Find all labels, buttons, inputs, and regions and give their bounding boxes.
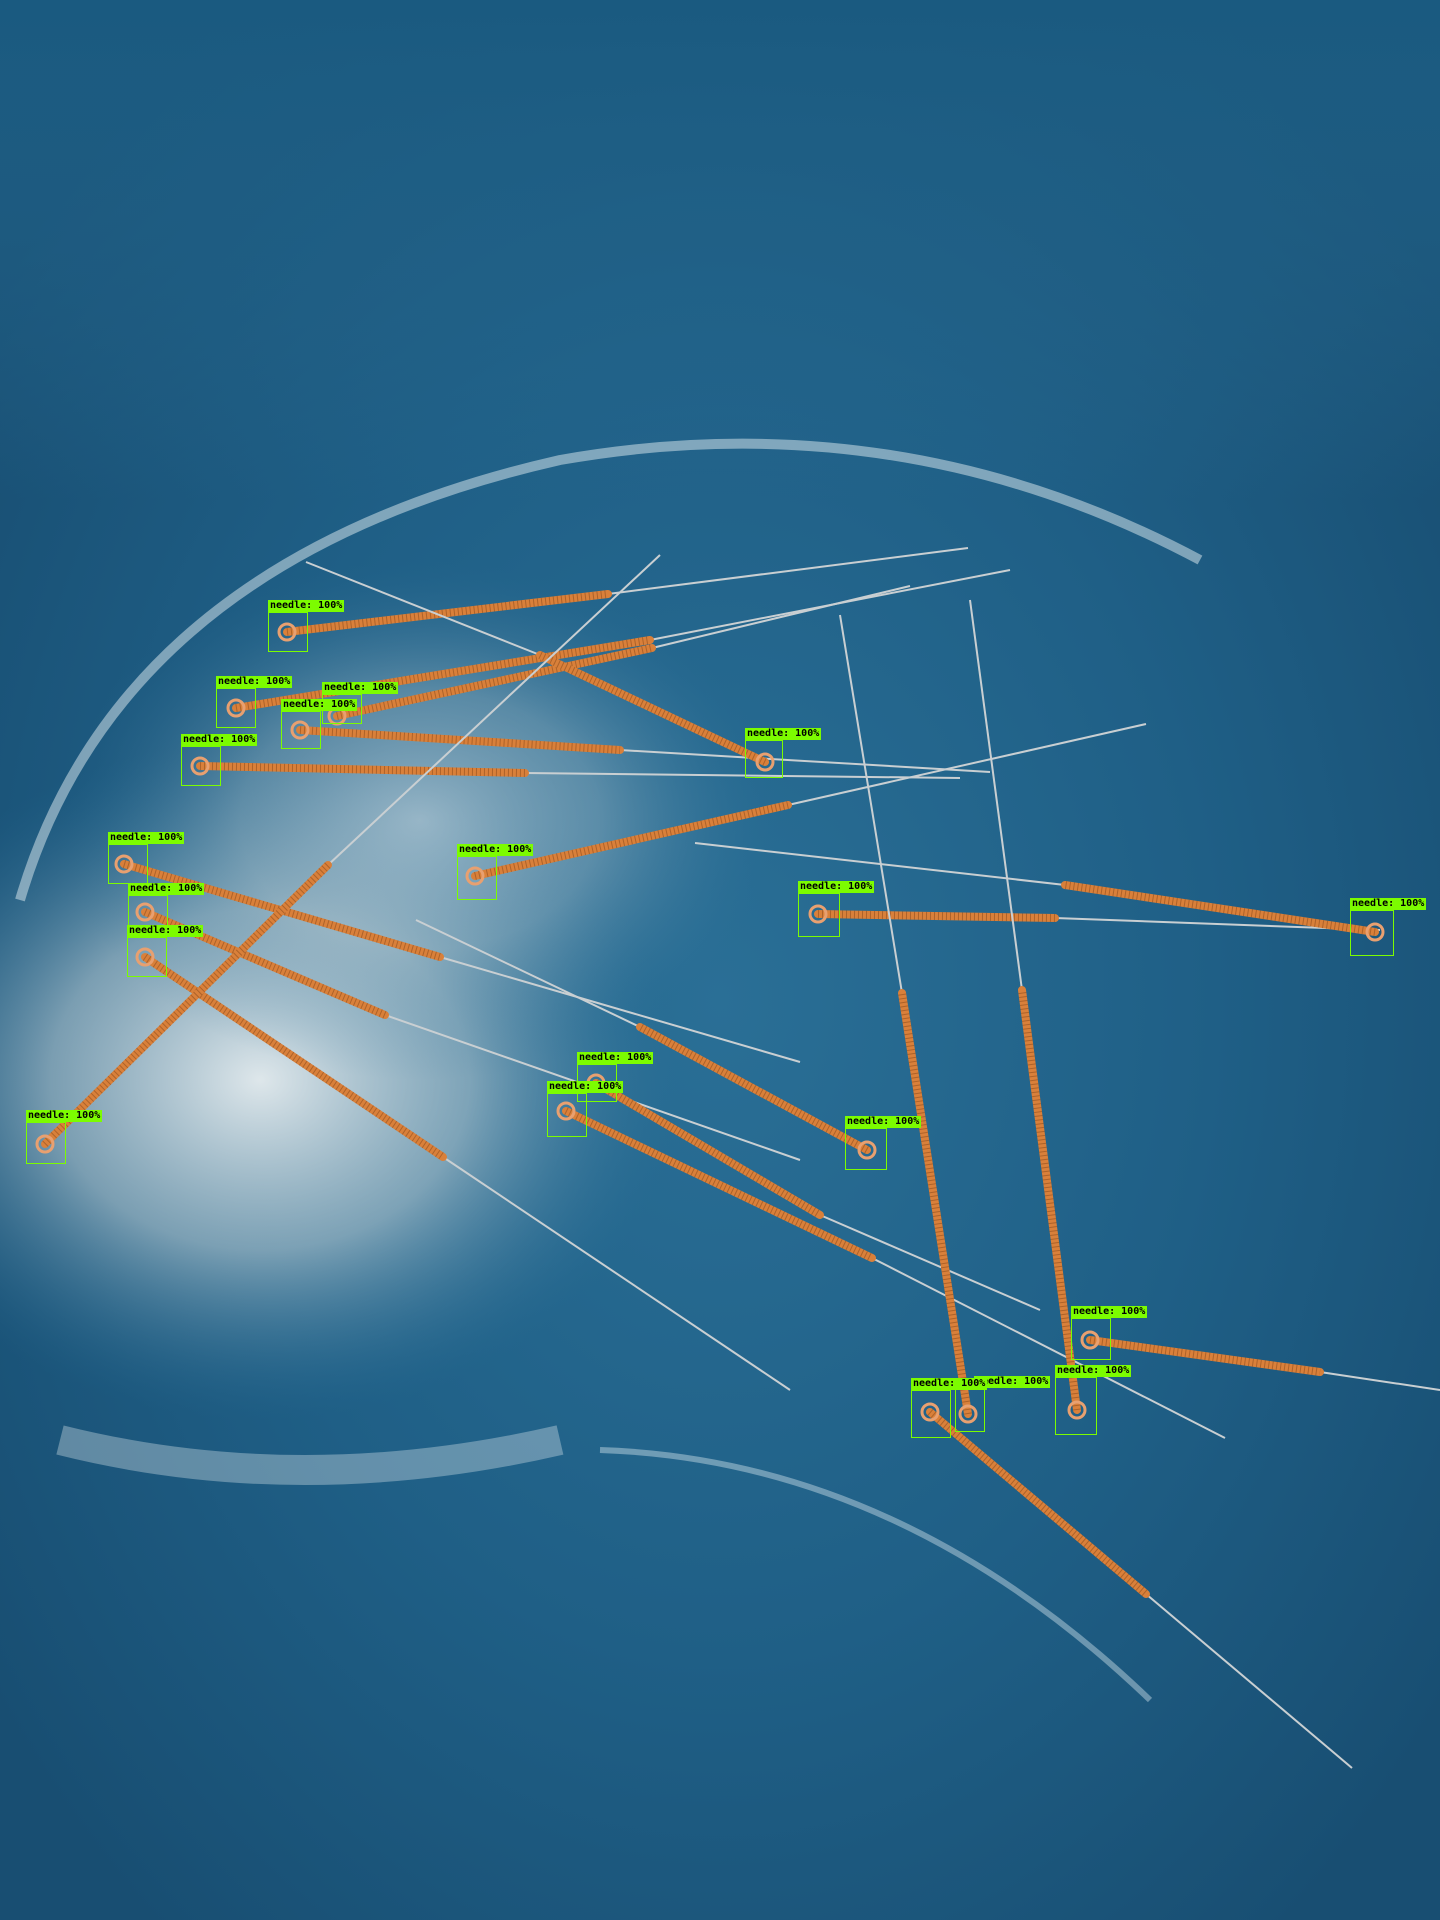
detection-label: needle: 100% [457,844,534,856]
needle-coil [1018,989,1081,1411]
needle-loop [857,1140,877,1160]
needle-shaft [442,1156,791,1391]
needle-shaft [969,599,1023,991]
needle-loop [958,1404,978,1424]
detection-label: needle: 100% [911,1378,988,1390]
detection-box: needle: 100% [128,883,205,929]
needle-handle [283,590,612,636]
needle-shaft [651,585,911,649]
detection-box: needle: 100% [798,881,875,937]
needle-shaft [787,723,1147,806]
needle-loop [114,854,134,874]
needle-coil [474,801,789,880]
needle-coil [1064,881,1376,936]
needle-shaft [607,547,969,595]
detection-box: needle: 100% [127,925,204,977]
detection-box: needle: 100% [457,844,534,900]
detection-box: needle: 100% [845,1116,922,1170]
needle-shaft [839,614,903,994]
detection-box: needle: 100% [745,728,822,778]
needle-coil [336,644,653,720]
detection-box: needle: 100% [281,699,358,749]
detection-label: needle: 100% [798,881,875,893]
needle-loop [135,902,155,922]
detection-label: needle: 100% [128,883,205,895]
needle-loop [135,947,155,967]
detection-box: needle: 100% [216,676,293,728]
needle-handle [232,636,654,712]
detection-label: needle: 100% [322,682,399,694]
detection-box: needle: 100% [108,832,185,884]
needle-handle [814,910,1059,922]
detection-label: needle: 100% [127,925,204,937]
detection-label: needle: 100% [1350,898,1427,910]
needle-loop [190,756,210,776]
needle-loop [277,622,297,642]
needle-loop [1067,1400,1087,1420]
needle-shaft [415,919,641,1028]
detection-label: needle: 100% [181,734,258,746]
needle-loop [226,698,246,718]
detection-label: needle: 100% [577,1052,654,1064]
needle-shaft [819,1214,1041,1311]
needle-loop [1080,1330,1100,1350]
detection-box: needle: 100% [268,600,345,652]
detection-box: needle: 100% [955,1376,1051,1432]
detection-label: needle: 100% [547,1081,624,1093]
needle-handle [898,989,972,1418]
detection-label: needle: 100% [1071,1306,1148,1318]
detection-label: needle: 100% [26,1110,103,1122]
needle-shaft [1319,1371,1440,1391]
detection-label: needle: 100% [108,832,185,844]
needle-handle [141,953,447,1161]
needle-loop [465,866,485,886]
needle-loop [290,720,310,740]
detection-label: needle: 100% [845,1116,922,1128]
detection-box: needle: 100% [547,1081,624,1137]
detection-label: needle: 100% [974,1376,1051,1388]
detection-box: needle: 100% [1071,1306,1148,1360]
needle-coil [593,1079,823,1219]
detection-label: needle: 100% [281,699,358,711]
detection-label: needle: 100% [745,728,822,740]
detection-label: needle: 100% [216,676,293,688]
needle-shaft [1145,1593,1353,1769]
detection-box: needle: 100% [26,1110,103,1164]
needle-coil [564,1107,874,1262]
needle-coil [538,651,767,766]
needle-shaft [871,1257,1226,1439]
needles-group [35,547,1440,1769]
needle-handle [196,762,529,777]
needle-loop [1365,922,1385,942]
detection-box: needle: 100% [1055,1365,1132,1435]
needle-coil [1089,1336,1321,1376]
detection-box: needle: 100% [911,1378,988,1438]
needle-loop [755,752,775,772]
needle-handle [926,1408,1150,1598]
needle-shaft [439,956,801,1063]
needle-shaft [619,749,991,773]
needle-loop [556,1101,576,1121]
needle-loop [920,1402,940,1422]
needle-shaft [327,554,661,866]
needle-handle [636,1023,871,1154]
detection-label: needle: 100% [1055,1365,1132,1377]
needle-shaft [305,561,541,656]
needle-loop [35,1134,55,1154]
needle-loop [808,904,828,924]
needle-coil [299,726,621,754]
detection-box: needle: 100% [1350,898,1427,956]
needle-shaft [524,772,961,779]
detection-label: needle: 100% [268,600,345,612]
detection-box: needle: 100% [181,734,258,786]
needle-handle [41,861,332,1148]
